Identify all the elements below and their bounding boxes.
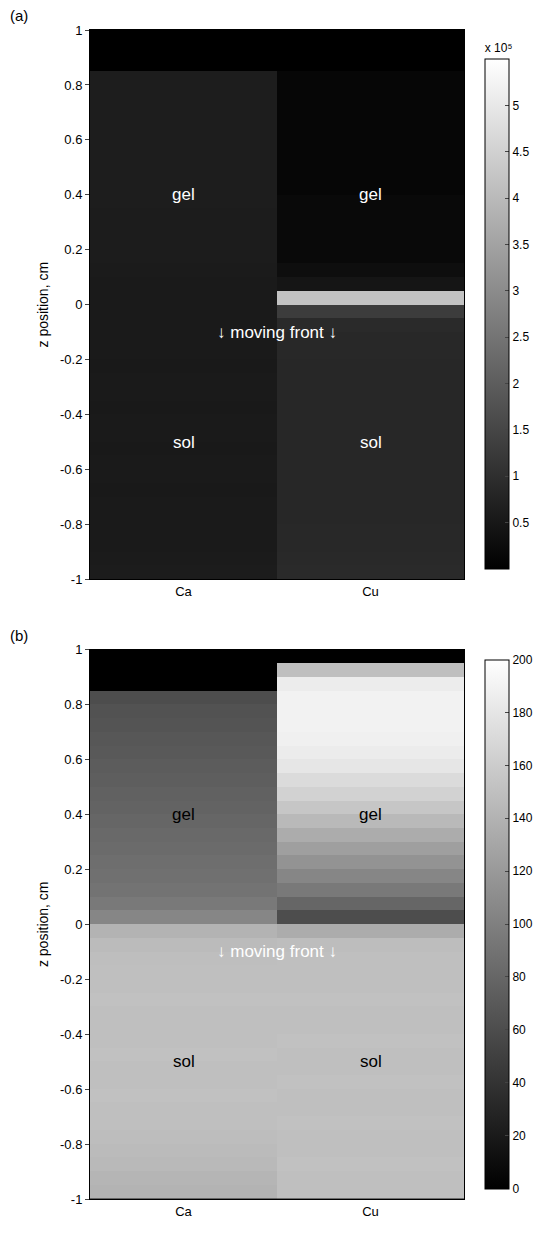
svg-text:0.8: 0.8 (64, 697, 82, 712)
svg-text:160: 160 (512, 759, 532, 773)
svg-text:gel: gel (172, 185, 195, 204)
svg-text:gel: gel (172, 805, 195, 824)
svg-text:1: 1 (75, 23, 82, 38)
svg-text:4: 4 (512, 191, 519, 205)
svg-text:x 10⁵: x 10⁵ (485, 41, 513, 55)
svg-text:(a): (a) (10, 7, 28, 24)
svg-text:3.5: 3.5 (512, 238, 529, 252)
svg-text:180: 180 (512, 706, 532, 720)
svg-text:Cu: Cu (362, 1204, 379, 1219)
svg-text:-0.4: -0.4 (60, 407, 82, 422)
svg-text:sol: sol (173, 1052, 195, 1071)
svg-text:↓ moving front ↓: ↓ moving front ↓ (217, 323, 337, 342)
svg-text:Ca: Ca (175, 584, 192, 599)
svg-text:20: 20 (512, 1129, 526, 1143)
svg-text:120: 120 (512, 864, 532, 878)
svg-text:gel: gel (359, 185, 382, 204)
svg-text:1.5: 1.5 (512, 423, 529, 437)
svg-text:0.8: 0.8 (64, 77, 82, 92)
svg-text:sol: sol (360, 433, 382, 452)
svg-text:4.5: 4.5 (512, 145, 529, 159)
svg-text:0: 0 (75, 917, 82, 932)
svg-text:0.4: 0.4 (64, 807, 82, 822)
svg-text:↓ moving front ↓: ↓ moving front ↓ (217, 942, 337, 961)
svg-text:-0.2: -0.2 (60, 972, 82, 987)
svg-text:-0.6: -0.6 (60, 462, 82, 477)
svg-text:3: 3 (512, 284, 519, 298)
svg-text:-0.8: -0.8 (60, 1137, 82, 1152)
svg-text:2: 2 (512, 377, 519, 391)
svg-text:(b): (b) (10, 627, 28, 644)
svg-text:200: 200 (512, 653, 532, 667)
svg-text:0.2: 0.2 (64, 242, 82, 257)
svg-text:0.6: 0.6 (64, 132, 82, 147)
svg-text:0.2: 0.2 (64, 862, 82, 877)
svg-text:100: 100 (512, 917, 532, 931)
svg-text:sol: sol (360, 1052, 382, 1071)
svg-text:gel: gel (359, 805, 382, 824)
svg-text:0.4: 0.4 (64, 187, 82, 202)
svg-text:1: 1 (512, 469, 519, 483)
svg-text:-0.8: -0.8 (60, 517, 82, 532)
svg-text:z position, cm: z position, cm (35, 881, 51, 967)
svg-text:1: 1 (75, 642, 82, 657)
svg-text:sol: sol (173, 433, 195, 452)
svg-text:Ca: Ca (175, 1204, 192, 1219)
svg-text:-0.4: -0.4 (60, 1027, 82, 1042)
svg-text:0.6: 0.6 (64, 752, 82, 767)
svg-text:Cu: Cu (362, 584, 379, 599)
svg-text:140: 140 (512, 811, 532, 825)
svg-text:0: 0 (512, 1182, 519, 1196)
svg-text:2.5: 2.5 (512, 330, 529, 344)
svg-text:z position, cm: z position, cm (35, 262, 51, 348)
svg-text:-0.2: -0.2 (60, 352, 82, 367)
svg-text:60: 60 (512, 1023, 526, 1037)
svg-text:-1: -1 (71, 1192, 83, 1207)
svg-text:-0.6: -0.6 (60, 1082, 82, 1097)
svg-text:0.5: 0.5 (512, 516, 529, 530)
svg-text:40: 40 (512, 1076, 526, 1090)
svg-text:5: 5 (512, 99, 519, 113)
svg-text:-1: -1 (71, 572, 83, 587)
svg-text:80: 80 (512, 970, 526, 984)
svg-text:0: 0 (75, 297, 82, 312)
